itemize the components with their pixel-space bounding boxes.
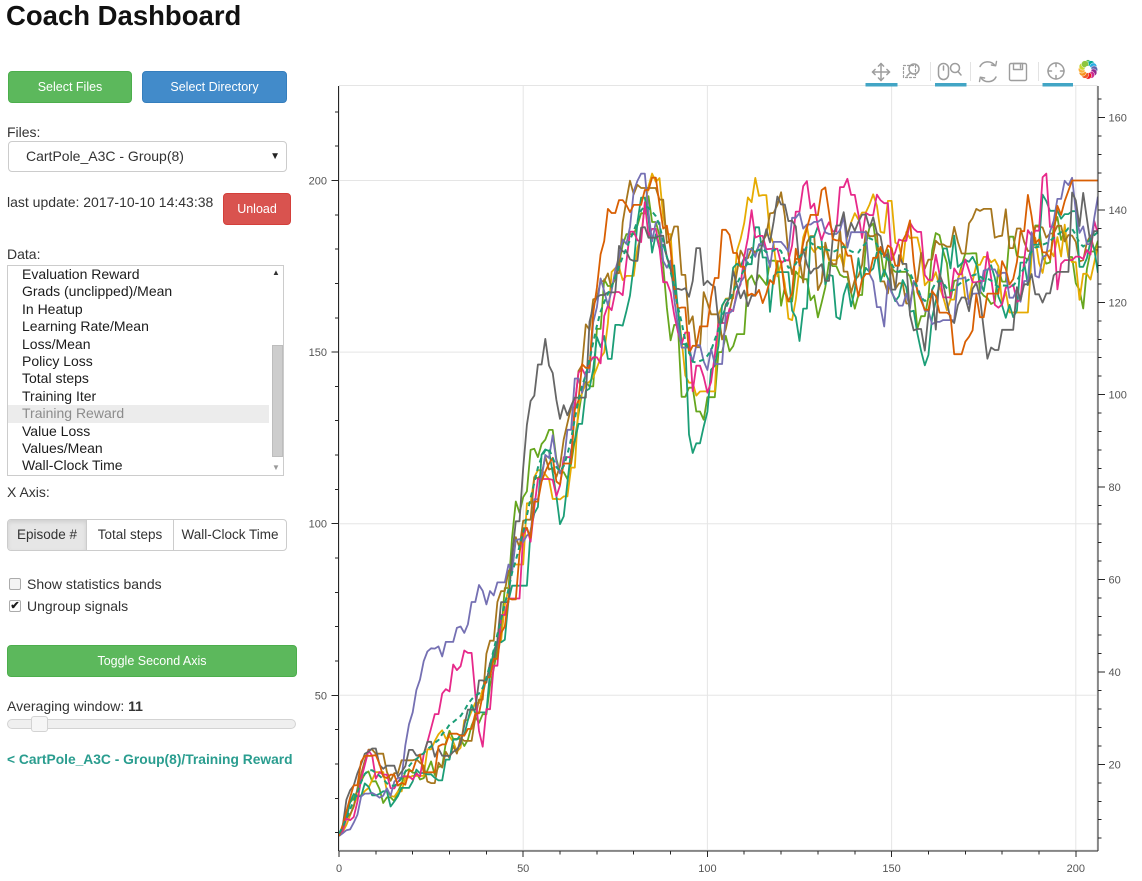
svg-text:0: 0 bbox=[336, 863, 342, 875]
svg-text:200: 200 bbox=[309, 176, 327, 188]
svg-text:100: 100 bbox=[698, 863, 716, 875]
svg-text:40: 40 bbox=[1109, 667, 1121, 679]
svg-text:80: 80 bbox=[1109, 482, 1121, 494]
svg-text:200: 200 bbox=[1067, 863, 1085, 875]
svg-text:60: 60 bbox=[1109, 575, 1121, 587]
svg-text:140: 140 bbox=[1109, 205, 1127, 217]
svg-text:150: 150 bbox=[309, 347, 327, 359]
svg-text:100: 100 bbox=[309, 519, 327, 531]
svg-text:120: 120 bbox=[1109, 297, 1127, 309]
svg-text:50: 50 bbox=[517, 863, 529, 875]
svg-text:20: 20 bbox=[1109, 759, 1121, 771]
svg-text:100: 100 bbox=[1109, 390, 1127, 402]
svg-text:50: 50 bbox=[315, 690, 327, 702]
svg-text:150: 150 bbox=[882, 863, 900, 875]
svg-text:160: 160 bbox=[1109, 113, 1127, 125]
